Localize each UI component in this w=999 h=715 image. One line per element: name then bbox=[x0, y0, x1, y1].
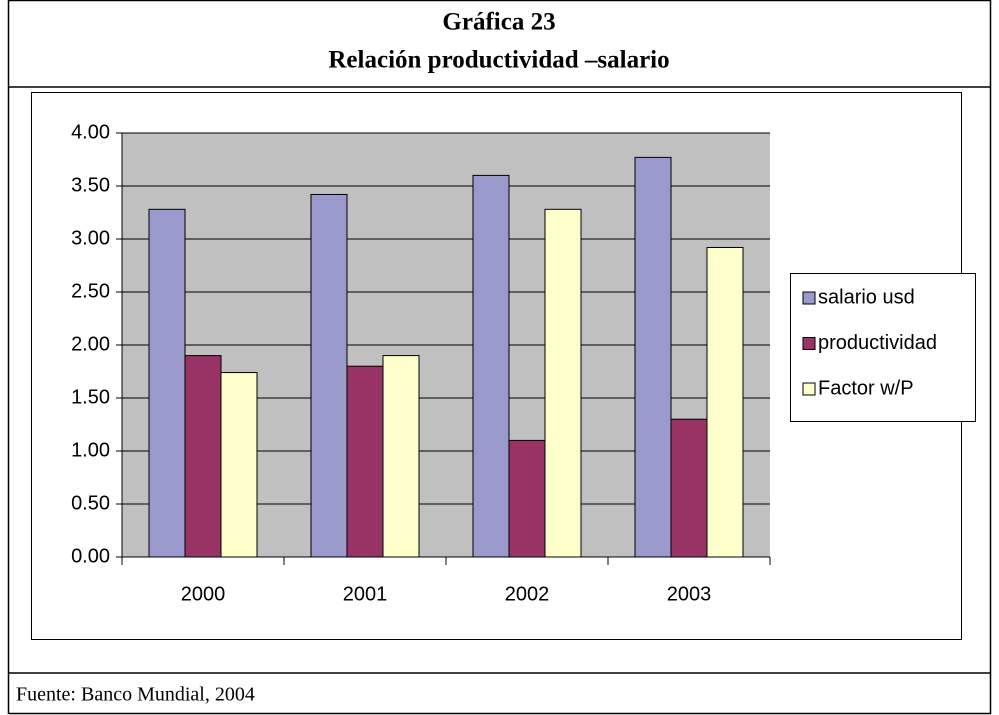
y-tick-label: 2.50 bbox=[71, 280, 110, 302]
bar bbox=[634, 156, 672, 558]
x-tick-label: 2002 bbox=[505, 583, 550, 605]
outer-frame bbox=[7, 0, 992, 715]
source: Fuente: Banco Mundial, 2004 bbox=[16, 684, 255, 706]
y-tick-label: 4.00 bbox=[71, 121, 110, 143]
bar bbox=[382, 355, 420, 558]
bar bbox=[544, 208, 582, 558]
x-tick-label: 2000 bbox=[181, 583, 226, 605]
bar bbox=[310, 193, 348, 558]
legend-label: Factor w/P bbox=[818, 377, 914, 399]
legend-label: productividad bbox=[818, 332, 937, 354]
y-tick-label: 1.50 bbox=[71, 386, 110, 408]
legend-swatch bbox=[802, 291, 816, 305]
bar bbox=[184, 355, 222, 558]
legend-swatch bbox=[802, 382, 816, 396]
bar bbox=[148, 208, 186, 558]
y-tick-label: 3.50 bbox=[71, 174, 110, 196]
subtitle: Relación productividad –salario bbox=[328, 47, 669, 74]
y-tick-label: 3.00 bbox=[71, 227, 110, 249]
legend-swatch bbox=[802, 337, 816, 350]
bar bbox=[346, 365, 384, 558]
bar bbox=[670, 418, 708, 558]
y-tick-label: 0.00 bbox=[71, 545, 110, 567]
title: Gráfica 23 bbox=[442, 9, 555, 36]
legend-box bbox=[790, 273, 976, 422]
bar bbox=[220, 372, 258, 558]
bar bbox=[508, 439, 546, 558]
x-tick-label: 2001 bbox=[343, 583, 388, 605]
bar bbox=[472, 174, 510, 558]
y-tick-label: 1.00 bbox=[71, 439, 110, 461]
y-tick-label: 0.50 bbox=[71, 492, 110, 514]
bar bbox=[706, 246, 744, 558]
legend-label: salario usd bbox=[818, 286, 915, 308]
x-tick-label: 2003 bbox=[667, 583, 712, 605]
y-tick-label: 2.00 bbox=[71, 333, 110, 355]
